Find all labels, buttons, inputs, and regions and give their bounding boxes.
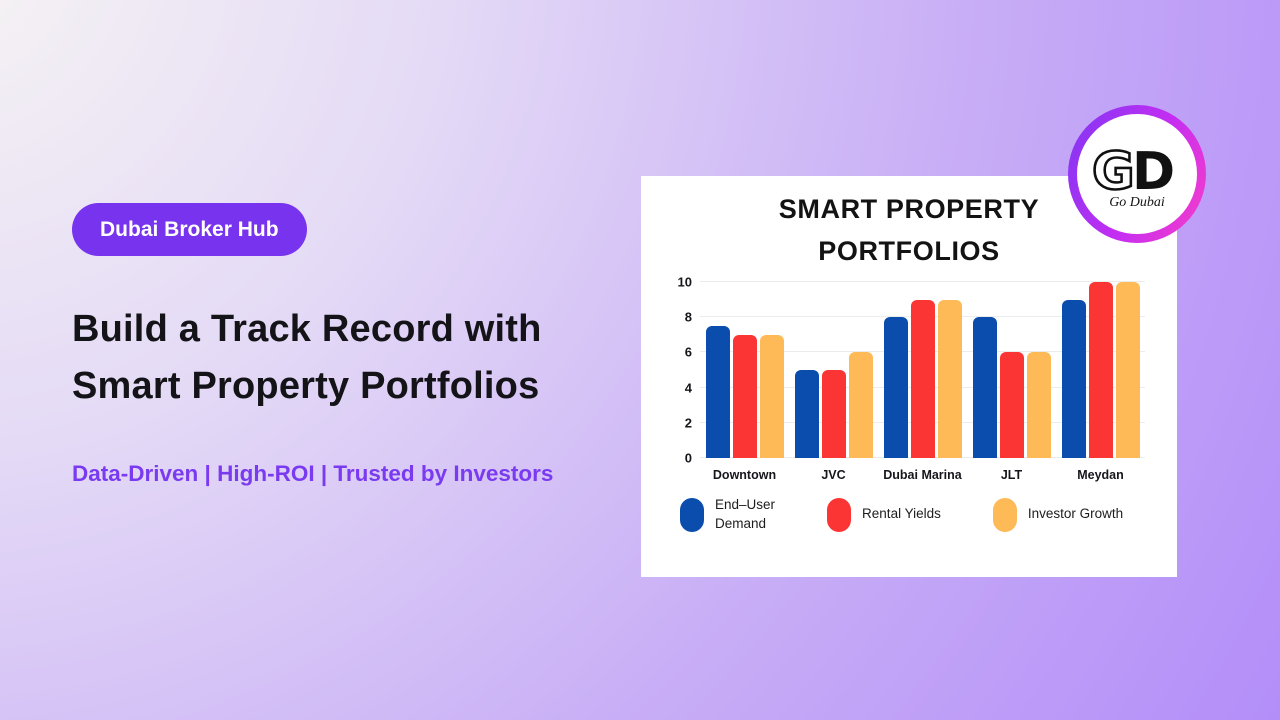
chart-title: SMART PROPERTY PORTFOLIOS: [641, 188, 1177, 272]
page-title: Build a Track Record with Smart Property…: [72, 301, 542, 415]
bar: [705, 326, 730, 458]
legend-swatch-icon: [827, 497, 852, 532]
legend-item: Investor Growth: [992, 497, 1124, 532]
chart-card: SMART PROPERTY PORTFOLIOS Downtown JVC Dub…: [641, 176, 1177, 577]
bar: [794, 370, 819, 458]
monogram-d: D: [1132, 143, 1175, 197]
bar: [999, 352, 1024, 458]
chart-title-line1: SMART PROPERTY: [778, 194, 1040, 224]
y-axis-tick-label: 0: [684, 450, 692, 466]
bar-groups: Downtown JVC Dubai Marina JLT Meydan: [700, 282, 1145, 482]
legend-item: Rental Yields: [827, 497, 941, 532]
chart-title-line2: PORTFOLIOS: [818, 236, 1000, 266]
bar: [1026, 352, 1051, 458]
bar: [972, 317, 997, 458]
x-axis-category-label: Dubai Marina: [883, 468, 962, 482]
page-title-line2: Smart Property Portfolios: [72, 365, 540, 407]
brand-badge-label: Dubai Broker Hub: [100, 217, 279, 241]
bar-group: Downtown: [700, 282, 789, 482]
bar: [848, 352, 873, 458]
legend-swatch-icon: [992, 497, 1017, 532]
bar: [1115, 282, 1140, 458]
bar: [910, 299, 935, 458]
y-axis-tick-label: 4: [684, 380, 692, 396]
legend-swatch-icon: [680, 497, 704, 532]
go-dubai-logo-inner: G D Go Dubai: [1077, 114, 1197, 234]
logo-script-text: Go Dubai: [1109, 195, 1165, 210]
gridline: [700, 281, 1145, 282]
y-axis-tick-label: 2: [684, 415, 692, 431]
legend-label: Investor Growth: [1027, 506, 1124, 522]
bar: [759, 334, 784, 458]
gd-monogram-icon: G D: [1091, 143, 1175, 197]
bar-group: JVC: [789, 282, 878, 482]
page-title-line1: Build a Track Record with: [72, 308, 542, 350]
bar-group: Meydan: [1056, 282, 1145, 482]
monogram-g: G: [1092, 143, 1135, 197]
x-axis-category-label: JVC: [821, 468, 846, 482]
tagline: Data-Driven | High-ROI | Trusted by Inve…: [72, 461, 554, 486]
bar: [821, 370, 846, 458]
y-axis-tick-label: 10: [677, 274, 692, 290]
x-axis-category-label: Meydan: [1077, 468, 1124, 482]
bar-group: JLT: [967, 282, 1056, 482]
bar: [732, 334, 757, 458]
x-axis-category-label: JLT: [1000, 468, 1023, 482]
bar: [1061, 299, 1086, 458]
go-dubai-logo: G D Go Dubai: [1068, 105, 1206, 243]
brand-badge: Dubai Broker Hub: [72, 203, 307, 256]
chart-legend: End–User Demand Rental Yields Investor Gro…: [680, 496, 1123, 534]
y-axis-tick-label: 6: [684, 344, 692, 360]
x-axis-category-label: Downtown: [712, 468, 777, 482]
plot-area: Downtown JVC Dubai Marina JLT Meydan 0 2 4 6 8 10: [678, 276, 1145, 482]
y-axis-tick-label: 8: [684, 309, 692, 325]
legend-item: End–User Demand: [680, 496, 775, 534]
legend-label: Rental Yields: [862, 506, 941, 522]
bar: [883, 317, 908, 458]
bar: [1088, 282, 1113, 458]
bar: [937, 299, 962, 458]
legend-label: End–User Demand: [715, 497, 776, 531]
bar-group: Dubai Marina: [878, 282, 967, 482]
